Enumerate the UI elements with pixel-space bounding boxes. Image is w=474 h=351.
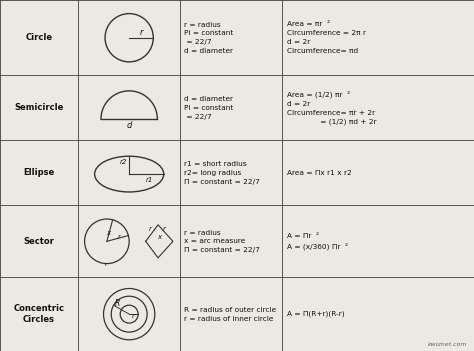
Text: A = Π(R+r)(R-r): A = Π(R+r)(R-r) — [287, 311, 345, 317]
Text: Ellipse: Ellipse — [24, 168, 55, 177]
Text: Semicircle: Semicircle — [14, 104, 64, 112]
Text: r = radius
Pi = constant
 = 22/7
d = diameter: r = radius Pi = constant = 22/7 d = diam… — [184, 22, 233, 54]
Text: r1 = short radius
r2= long radius
Π = constant = 22/7: r1 = short radius r2= long radius Π = co… — [184, 161, 260, 185]
Text: d = diameter
Pi = constant
 = 22/7: d = diameter Pi = constant = 22/7 — [184, 96, 233, 120]
Text: r: r — [132, 313, 135, 319]
Text: Area = Πx r1 x r2: Area = Πx r1 x r2 — [287, 170, 352, 176]
Text: Area = πr  ²
Circumference = 2π r
d = 2r
Circumference= πd: Area = πr ² Circumference = 2π r d = 2r … — [287, 21, 366, 54]
Text: Circle: Circle — [26, 33, 53, 42]
Text: r = radius
x = arc measure
Π = constant = 22/7: r = radius x = arc measure Π = constant … — [184, 230, 260, 253]
Text: Concentric
Circles: Concentric Circles — [14, 304, 64, 324]
Text: r1: r1 — [146, 177, 153, 183]
Text: x: x — [106, 230, 110, 236]
Text: d: d — [127, 121, 132, 130]
Text: x: x — [157, 234, 161, 240]
Text: r: r — [140, 28, 144, 37]
Text: r: r — [149, 226, 152, 232]
Text: Area = (1/2) πr  ²
d = 2r
Circumference= πr + 2r
              = (1/2) πd + 2r: Area = (1/2) πr ² d = 2r Circumference= … — [287, 91, 376, 125]
Text: r: r — [105, 262, 108, 267]
Text: R = radius of outer circle
r = radius of inner circle: R = radius of outer circle r = radius of… — [184, 307, 276, 322]
Text: Sector: Sector — [24, 237, 55, 246]
Text: kwiznet.com: kwiznet.com — [428, 342, 467, 347]
Text: r2: r2 — [119, 159, 127, 165]
Text: R: R — [115, 299, 120, 309]
Text: r: r — [118, 234, 120, 240]
Text: A = Πr  ²
A = (x/360) Πr  ²: A = Πr ² A = (x/360) Πr ² — [287, 233, 348, 250]
Text: r: r — [163, 226, 166, 232]
